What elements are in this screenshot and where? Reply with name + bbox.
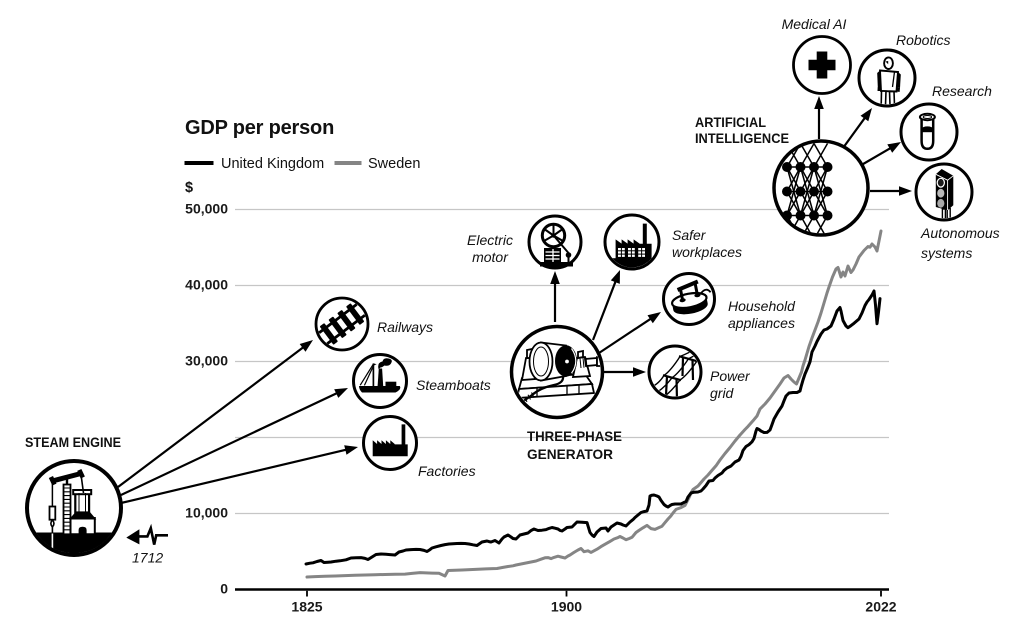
svg-text:STEAM ENGINE: STEAM ENGINE xyxy=(25,434,121,450)
svg-text:1825: 1825 xyxy=(291,599,322,615)
svg-text:appliances: appliances xyxy=(728,315,795,331)
svg-text:United Kingdom: United Kingdom xyxy=(221,156,324,172)
svg-text:INTELLIGENCE: INTELLIGENCE xyxy=(695,130,789,146)
svg-text:Research: Research xyxy=(932,83,992,99)
svg-text:Sweden: Sweden xyxy=(368,156,420,172)
svg-text:THREE-PHASE: THREE-PHASE xyxy=(527,428,622,444)
svg-text:GENERATOR: GENERATOR xyxy=(527,446,613,462)
svg-text:10,000: 10,000 xyxy=(185,505,228,521)
svg-text:motor: motor xyxy=(472,249,509,265)
svg-text:Steamboats: Steamboats xyxy=(416,377,491,393)
svg-text:Robotics: Robotics xyxy=(896,32,950,48)
svg-text:Electric: Electric xyxy=(467,232,513,248)
svg-text:0: 0 xyxy=(220,581,228,597)
svg-text:1712: 1712 xyxy=(132,550,163,566)
svg-text:Medical AI: Medical AI xyxy=(782,16,847,32)
svg-text:$: $ xyxy=(185,180,193,196)
svg-text:systems: systems xyxy=(921,245,972,261)
svg-text:workplaces: workplaces xyxy=(672,244,742,260)
svg-text:grid: grid xyxy=(710,385,735,401)
svg-text:50,000: 50,000 xyxy=(185,201,228,217)
svg-text:Autonomous: Autonomous xyxy=(920,225,1000,241)
svg-text:Power: Power xyxy=(710,368,751,384)
svg-text:1900: 1900 xyxy=(551,599,582,615)
svg-text:30,000: 30,000 xyxy=(185,353,228,369)
svg-text:Railways: Railways xyxy=(377,319,433,335)
svg-text:Factories: Factories xyxy=(418,463,476,479)
svg-text:Household: Household xyxy=(728,298,796,314)
svg-text:2022: 2022 xyxy=(865,599,896,615)
svg-text:GDP per person: GDP per person xyxy=(185,117,334,139)
svg-text:ARTIFICIAL: ARTIFICIAL xyxy=(695,114,766,130)
svg-text:Safer: Safer xyxy=(672,227,707,243)
svg-text:40,000: 40,000 xyxy=(185,277,228,293)
